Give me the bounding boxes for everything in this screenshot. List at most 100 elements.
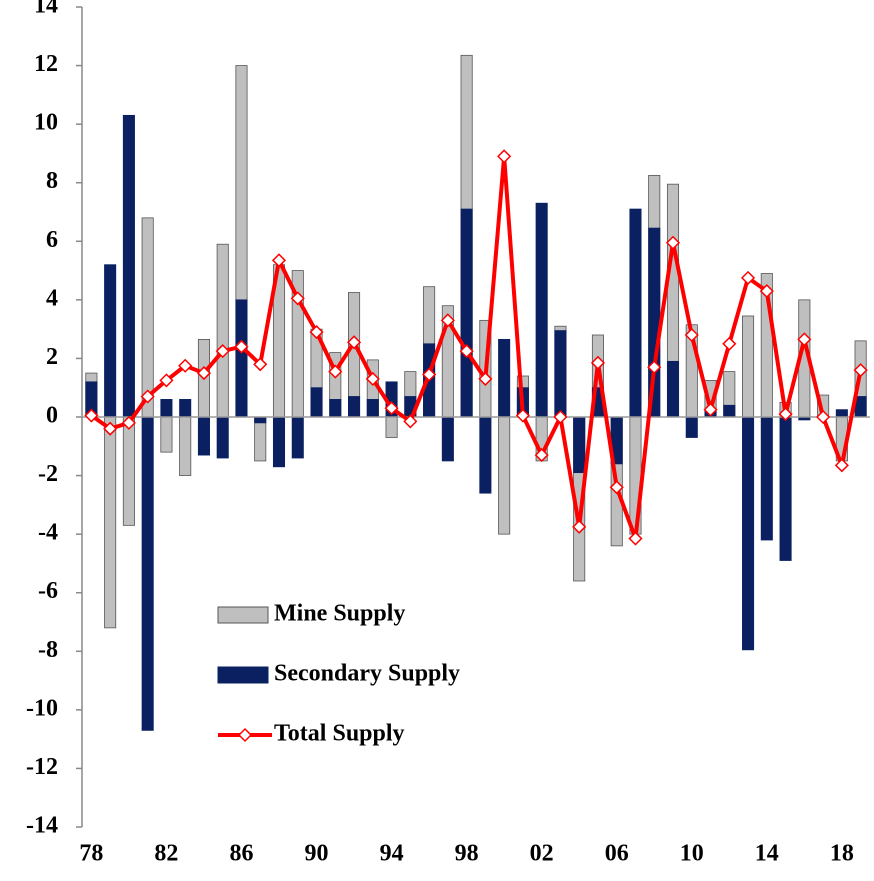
bar (104, 264, 117, 418)
bar (235, 299, 248, 418)
marker (515, 408, 530, 423)
marker (778, 407, 793, 422)
y-tick-label: -12 (26, 754, 58, 780)
marker (422, 367, 437, 382)
marker (328, 364, 343, 379)
marker (553, 409, 568, 425)
bar (254, 416, 267, 424)
bar (104, 416, 117, 629)
marker (665, 235, 681, 250)
bar (122, 416, 135, 526)
x-tick-label: 18 (830, 841, 854, 867)
marker (684, 327, 699, 343)
bar (742, 315, 755, 418)
y-tick-label: 6 (46, 227, 58, 253)
x-tick-label: 06 (605, 841, 629, 867)
marker (140, 389, 155, 404)
y-tick-label: 8 (46, 168, 58, 194)
bar (685, 416, 698, 438)
marker (478, 371, 493, 386)
bar (272, 416, 286, 468)
y-tick-label: -14 (26, 813, 58, 839)
bar (141, 416, 154, 731)
y-tick-label: -2 (38, 461, 58, 487)
y-tick-label: 4 (46, 285, 58, 311)
marker (253, 357, 268, 372)
marker (271, 253, 287, 268)
y-tick-label: 12 (34, 51, 58, 77)
bar (498, 416, 511, 535)
marker (816, 409, 831, 425)
marker (346, 335, 362, 350)
legend-label: Total Supply (274, 721, 405, 747)
bar (760, 416, 773, 541)
bar (197, 416, 210, 456)
y-tick-label: -6 (38, 578, 58, 604)
marker (534, 448, 549, 463)
marker (459, 344, 474, 359)
marker (703, 402, 718, 417)
marker (497, 149, 512, 164)
bar (329, 399, 342, 418)
marker (309, 325, 324, 340)
marker (215, 344, 230, 359)
bar (179, 416, 192, 476)
bar (835, 409, 848, 418)
marker (84, 408, 99, 423)
x-tick-label: 94 (380, 841, 404, 867)
y-tick-label: 2 (46, 344, 58, 370)
bar (573, 416, 586, 474)
marker (834, 458, 849, 473)
bar (498, 338, 511, 418)
x-tick-label: 82 (154, 841, 178, 867)
x-tick-label: 90 (305, 841, 329, 867)
x-tick-label: 78 (79, 841, 103, 867)
bar (366, 399, 379, 418)
y-tick-label: -4 (38, 520, 58, 546)
bar (310, 387, 323, 418)
marker (609, 480, 624, 495)
marker (740, 270, 756, 285)
bar (723, 404, 736, 418)
marker (234, 339, 249, 354)
y-tick-label: 0 (46, 403, 58, 429)
bar (666, 360, 680, 418)
marker (159, 373, 174, 388)
legend-marker (237, 727, 253, 743)
bar (779, 416, 792, 561)
bar (554, 330, 567, 418)
marker (759, 284, 774, 299)
bar (141, 217, 154, 418)
bar (479, 416, 492, 494)
legend-swatch (217, 606, 269, 624)
bar (535, 202, 548, 418)
legend-label: Mine Supply (274, 601, 405, 627)
y-tick-label: 14 (34, 0, 58, 19)
y-tick-label: -10 (26, 695, 58, 721)
bar (742, 416, 755, 651)
marker (178, 358, 193, 373)
x-tick-label: 02 (530, 841, 554, 867)
bar (254, 416, 267, 462)
marker (103, 421, 118, 436)
bar (460, 208, 473, 418)
y-tick-label: -8 (38, 637, 58, 663)
marker (853, 363, 868, 378)
marker (196, 366, 212, 381)
bar (122, 114, 135, 418)
bar (348, 396, 361, 418)
marker (797, 332, 812, 347)
bar (160, 416, 173, 453)
bar (160, 399, 173, 418)
marker (384, 401, 399, 416)
marker (572, 519, 587, 534)
bar (441, 416, 454, 462)
bar (629, 208, 642, 418)
marker (722, 336, 737, 351)
bar (291, 416, 304, 459)
legend-label: Secondary Supply (274, 661, 460, 687)
legend-swatch (217, 666, 269, 684)
bar (179, 399, 192, 418)
x-tick-label: 98 (455, 841, 479, 867)
